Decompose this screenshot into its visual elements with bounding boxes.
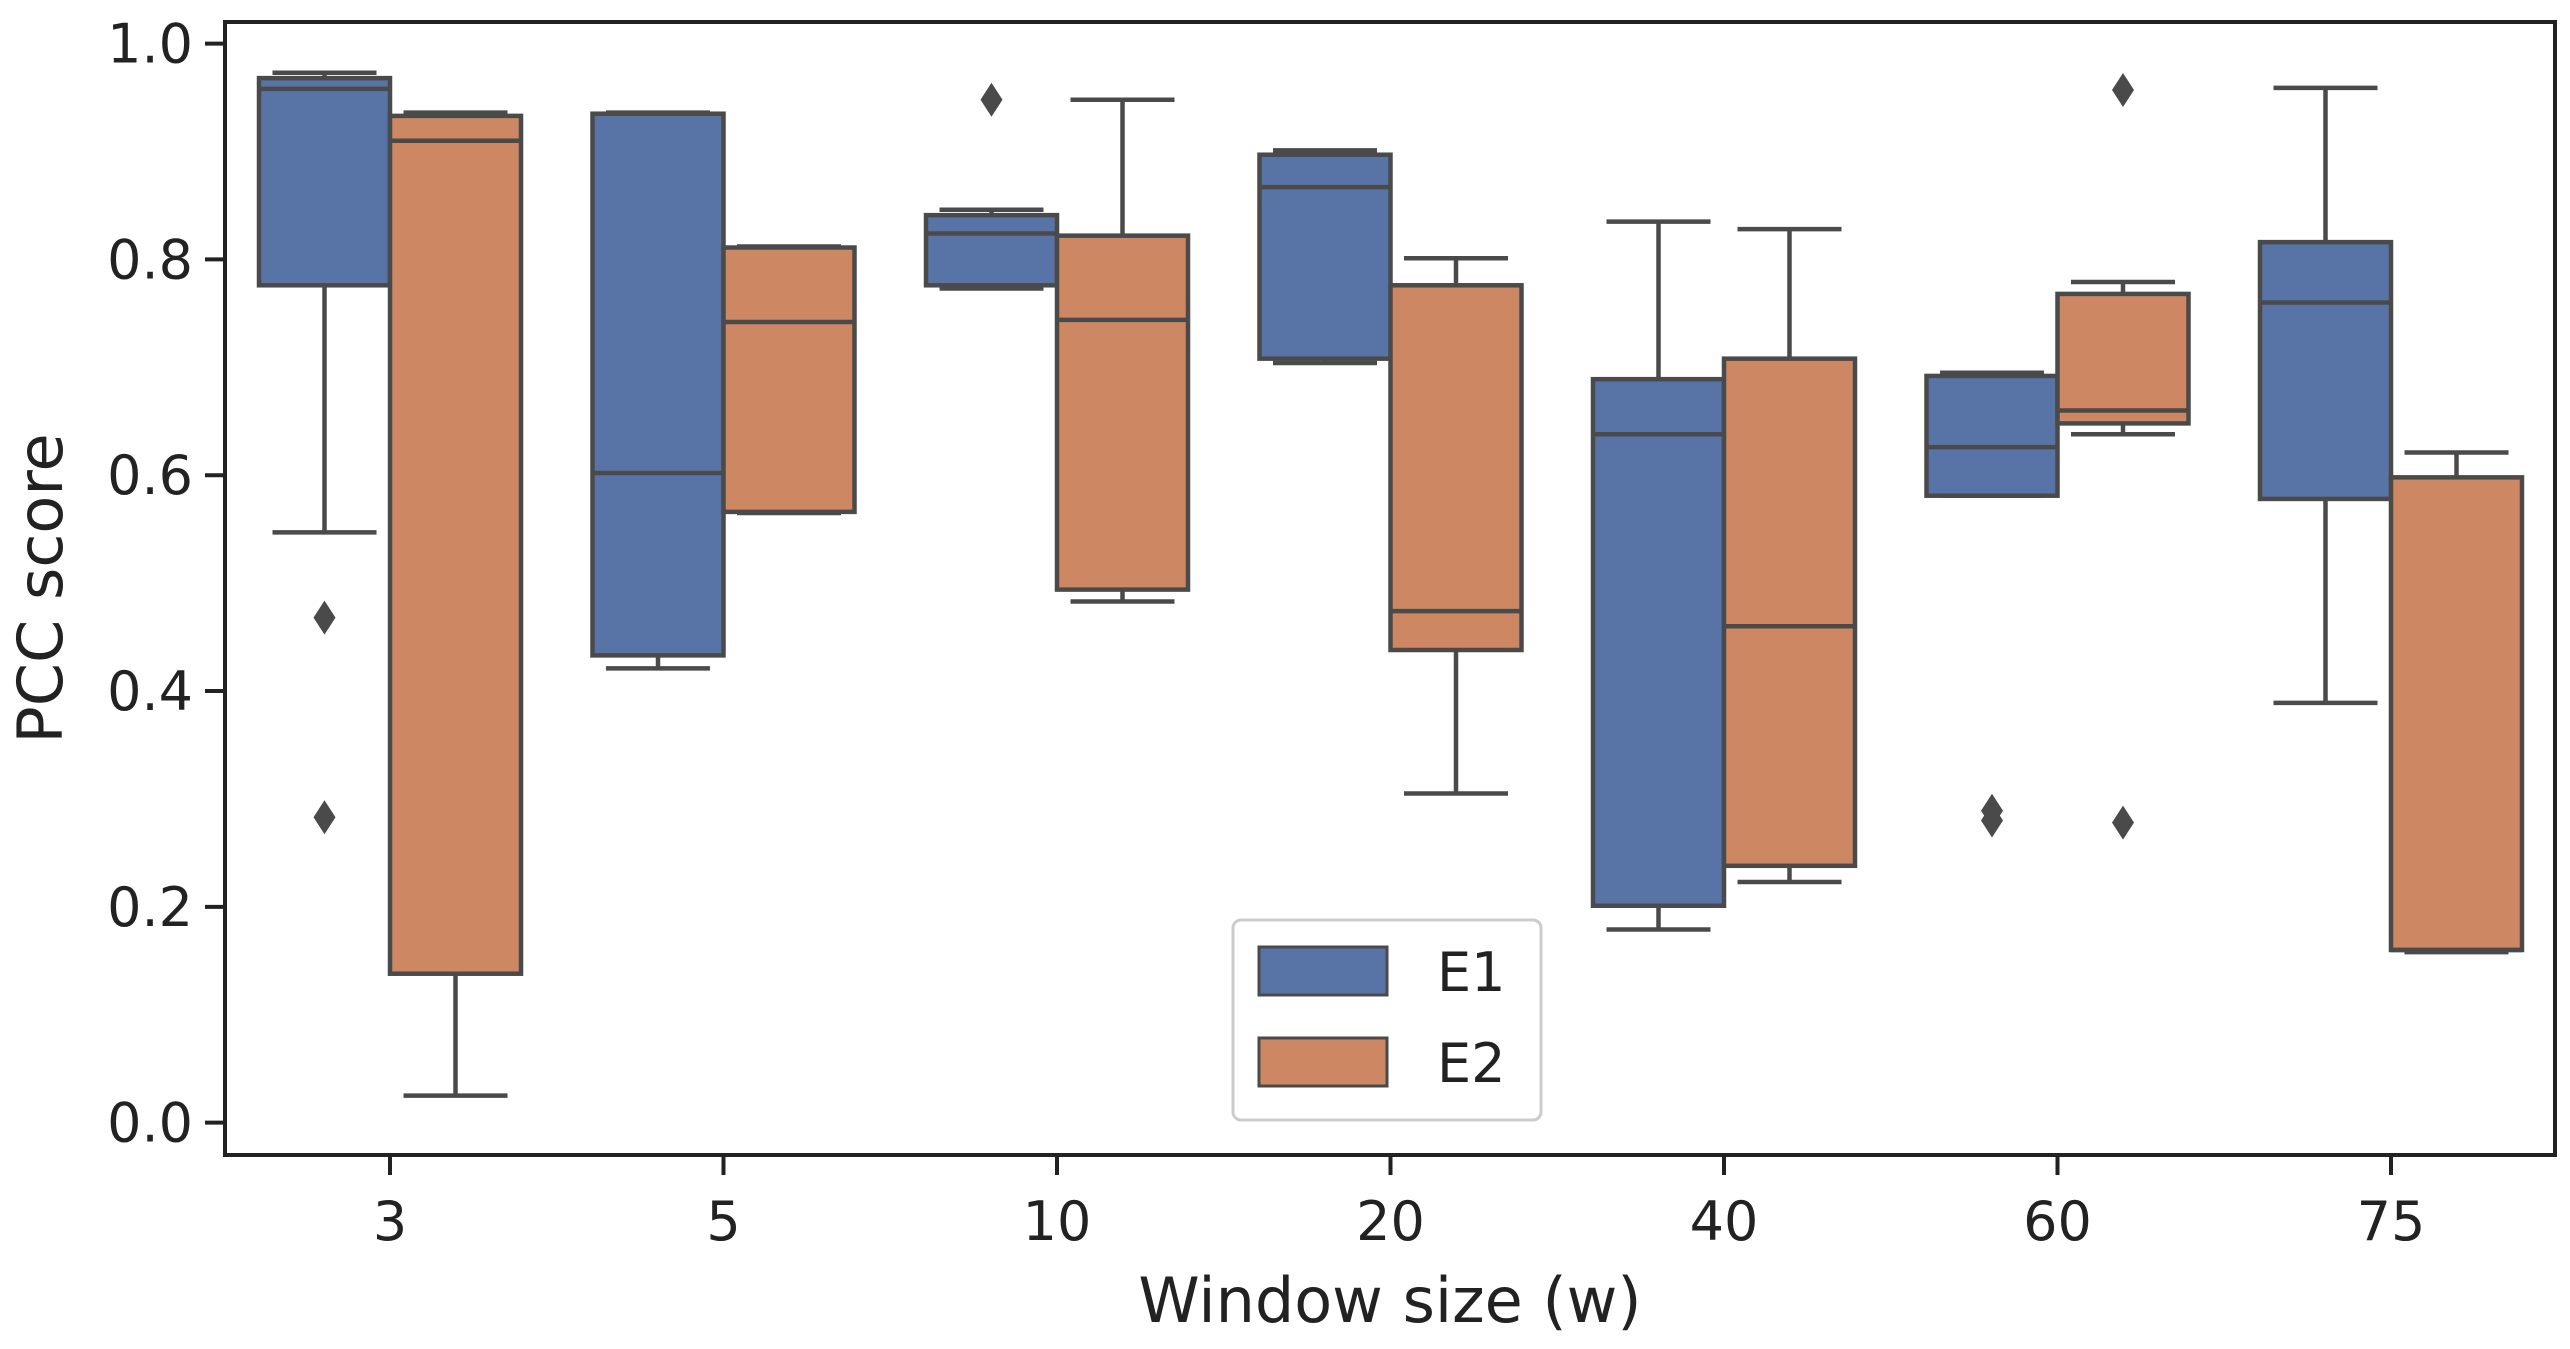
x-tick-label: 10 — [1023, 1190, 1092, 1253]
box-e2-w60 — [2055, 72, 2191, 840]
outlier-point — [313, 600, 336, 635]
y-tick-label: 0.6 — [107, 444, 193, 507]
legend-swatch-e1 — [1257, 945, 1389, 997]
outlier-point — [313, 800, 336, 835]
x-tick-label: 60 — [2023, 1190, 2092, 1253]
y-tick-label: 0.4 — [107, 660, 193, 723]
x-tick-label: 5 — [706, 1190, 740, 1253]
box-body — [590, 111, 726, 658]
box-body — [256, 75, 393, 288]
box-e1-w5 — [590, 110, 726, 671]
box-body — [2388, 475, 2525, 953]
box-e2-w10 — [1054, 97, 1191, 604]
box-body — [2055, 291, 2191, 426]
box-series-group — [256, 70, 2525, 1098]
box-e2-w20 — [1388, 256, 1524, 796]
box-e2-w40 — [1721, 226, 1858, 885]
box-body — [1054, 233, 1191, 592]
y-tick-label: 0.0 — [107, 1092, 193, 1155]
box-body — [1721, 356, 1858, 869]
legend-label-e2: E2 — [1437, 1032, 1505, 1095]
x-tick-label: 20 — [1356, 1190, 1425, 1253]
y-tick-label: 1.0 — [107, 13, 193, 76]
legend-swatch-e2 — [1257, 1036, 1389, 1088]
outlier-point — [1981, 803, 2003, 838]
outlier-point — [980, 82, 1003, 117]
box-body — [923, 212, 1060, 288]
box-body — [1924, 373, 2060, 498]
box-e2-w75 — [2388, 450, 2525, 955]
outlier-point — [2112, 72, 2134, 107]
box-e1-w10 — [923, 82, 1060, 291]
x-axis-label: Window size (w) — [1138, 1264, 1641, 1337]
x-tick-label: 40 — [1690, 1190, 1759, 1253]
box-body — [721, 245, 857, 515]
y-axis-label: PCC score — [4, 433, 77, 743]
box-body — [2257, 239, 2394, 502]
y-axis-ticks: 0.0 0.2 0.4 0.6 0.8 1.0 — [107, 13, 225, 1155]
box-body — [1590, 376, 1727, 908]
x-axis-ticks: 3 5 10 20 40 60 75 — [373, 1155, 2426, 1253]
box-e1-w60 — [1924, 370, 2060, 838]
box-body — [387, 113, 524, 976]
box-body — [1388, 283, 1524, 653]
y-tick-label: 0.8 — [107, 228, 193, 291]
legend: E1 E2 — [1231, 918, 1543, 1122]
y-tick-label: 0.2 — [107, 876, 193, 939]
outlier-point — [2112, 805, 2134, 840]
box-e2-w3 — [387, 110, 524, 1098]
box-e1-w3 — [256, 70, 393, 835]
box-e1-w40 — [1590, 219, 1727, 932]
box-e2-w5 — [721, 244, 857, 516]
x-tick-label: 75 — [2357, 1190, 2426, 1253]
legend-label-e1: E1 — [1437, 941, 1505, 1004]
x-tick-label: 3 — [373, 1190, 407, 1253]
box-e1-w75 — [2257, 85, 2394, 706]
box-e1-w20 — [1257, 148, 1393, 366]
